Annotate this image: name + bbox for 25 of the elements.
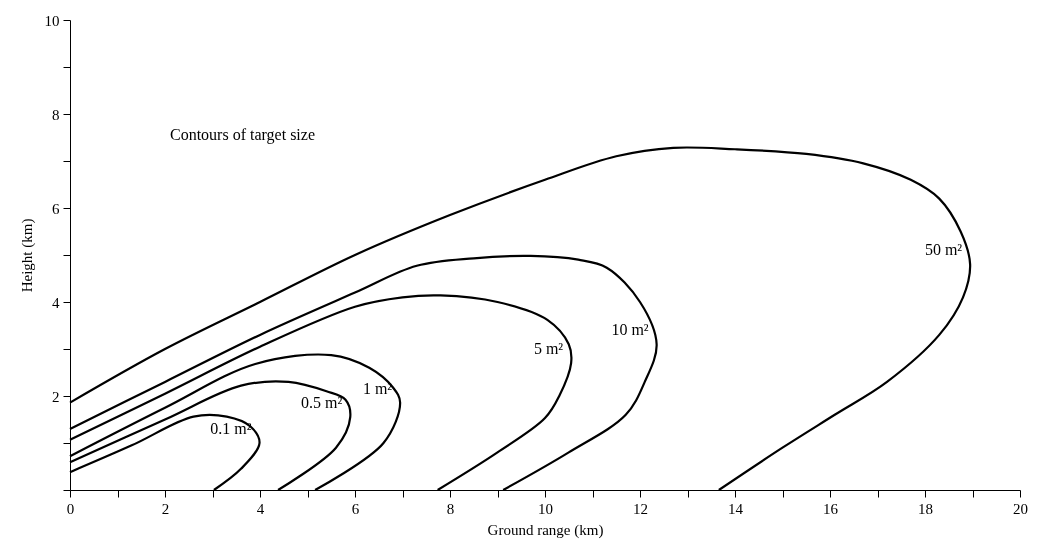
series-label: 1 m² [362, 379, 393, 397]
x-tick-label: 6 [351, 500, 360, 517]
series-label: 50 m² [924, 241, 963, 259]
y-tick-label: 6 [52, 200, 60, 217]
x-tick-label: 14 [728, 500, 744, 517]
y-tick-label: 10 [44, 12, 60, 29]
y-tick-label: 2 [52, 388, 60, 405]
x-tick-label: 2 [161, 500, 170, 517]
x-axis-title: Ground range (km) [487, 521, 604, 539]
x-tick-label: 8 [446, 500, 455, 517]
y-tick-label: 8 [52, 106, 60, 123]
x-tick-label: 16 [823, 500, 839, 517]
series-label: 0.5 m² [301, 394, 343, 412]
x-tick-label: 12 [633, 500, 648, 517]
y-axis-title: Height (km) [18, 218, 36, 293]
x-tick-label: 4 [256, 500, 265, 517]
x-tick-label: 20 [1013, 500, 1028, 517]
x-tick-label: 10 [538, 500, 553, 517]
series-label: 0.1 m² [210, 420, 252, 437]
series-label: 5 m² [533, 340, 564, 358]
x-tick-label: 0 [66, 500, 75, 517]
x-tick-label: 18 [918, 500, 933, 517]
annotation: Contours of target size [170, 126, 316, 144]
y-tick-label: 4 [52, 294, 60, 311]
series-label: 10 m² [611, 321, 649, 339]
